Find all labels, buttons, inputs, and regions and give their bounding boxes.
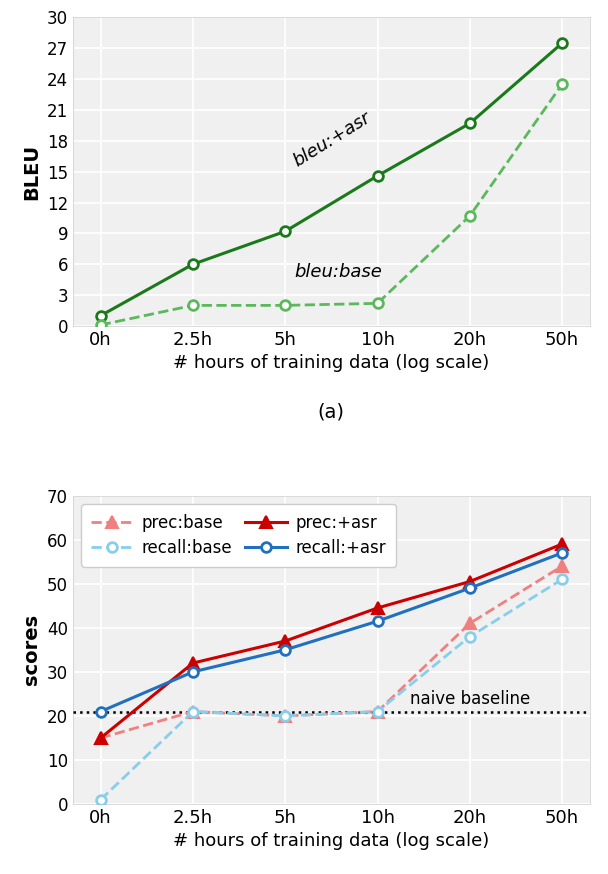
recall:+asr — [189, 667, 196, 677]
recall:+asr — [558, 548, 565, 558]
X-axis label: # hours of training data (log scale): # hours of training data (log scale) — [173, 354, 489, 372]
recall:base — [466, 631, 474, 642]
Line: recall:base: recall:base — [96, 574, 567, 805]
recall:base — [97, 794, 105, 805]
prec:base — [374, 706, 381, 717]
X-axis label: # hours of training data (log scale): # hours of training data (log scale) — [173, 833, 489, 850]
recall:base — [189, 706, 196, 717]
recall:+asr — [97, 706, 105, 717]
prec:+asr — [558, 539, 565, 550]
prec:base — [282, 711, 289, 721]
prec:base — [189, 706, 196, 717]
recall:+asr — [374, 616, 381, 627]
Y-axis label: scores: scores — [22, 614, 41, 685]
Line: recall:+asr: recall:+asr — [96, 548, 567, 717]
prec:+asr — [374, 603, 381, 614]
recall:base — [282, 711, 289, 721]
recall:+asr — [466, 583, 474, 593]
recall:+asr — [282, 645, 289, 656]
prec:+asr — [466, 576, 474, 586]
recall:base — [558, 574, 565, 585]
Text: bleu:base: bleu:base — [294, 262, 382, 281]
prec:+asr — [189, 658, 196, 669]
prec:base — [558, 561, 565, 572]
Text: bleu:+asr: bleu:+asr — [290, 108, 374, 170]
prec:+asr — [97, 732, 105, 743]
Line: prec:+asr: prec:+asr — [95, 538, 568, 744]
prec:base — [97, 732, 105, 743]
prec:base — [466, 618, 474, 628]
recall:base — [374, 706, 381, 717]
Y-axis label: BLEU: BLEU — [22, 143, 41, 200]
Text: naive baseline: naive baseline — [410, 690, 530, 708]
Legend: prec:base, recall:base, prec:+asr, recall:+asr: prec:base, recall:base, prec:+asr, recal… — [81, 504, 396, 566]
prec:+asr — [282, 635, 289, 646]
Text: (a): (a) — [318, 403, 345, 422]
Line: prec:base: prec:base — [95, 560, 568, 744]
